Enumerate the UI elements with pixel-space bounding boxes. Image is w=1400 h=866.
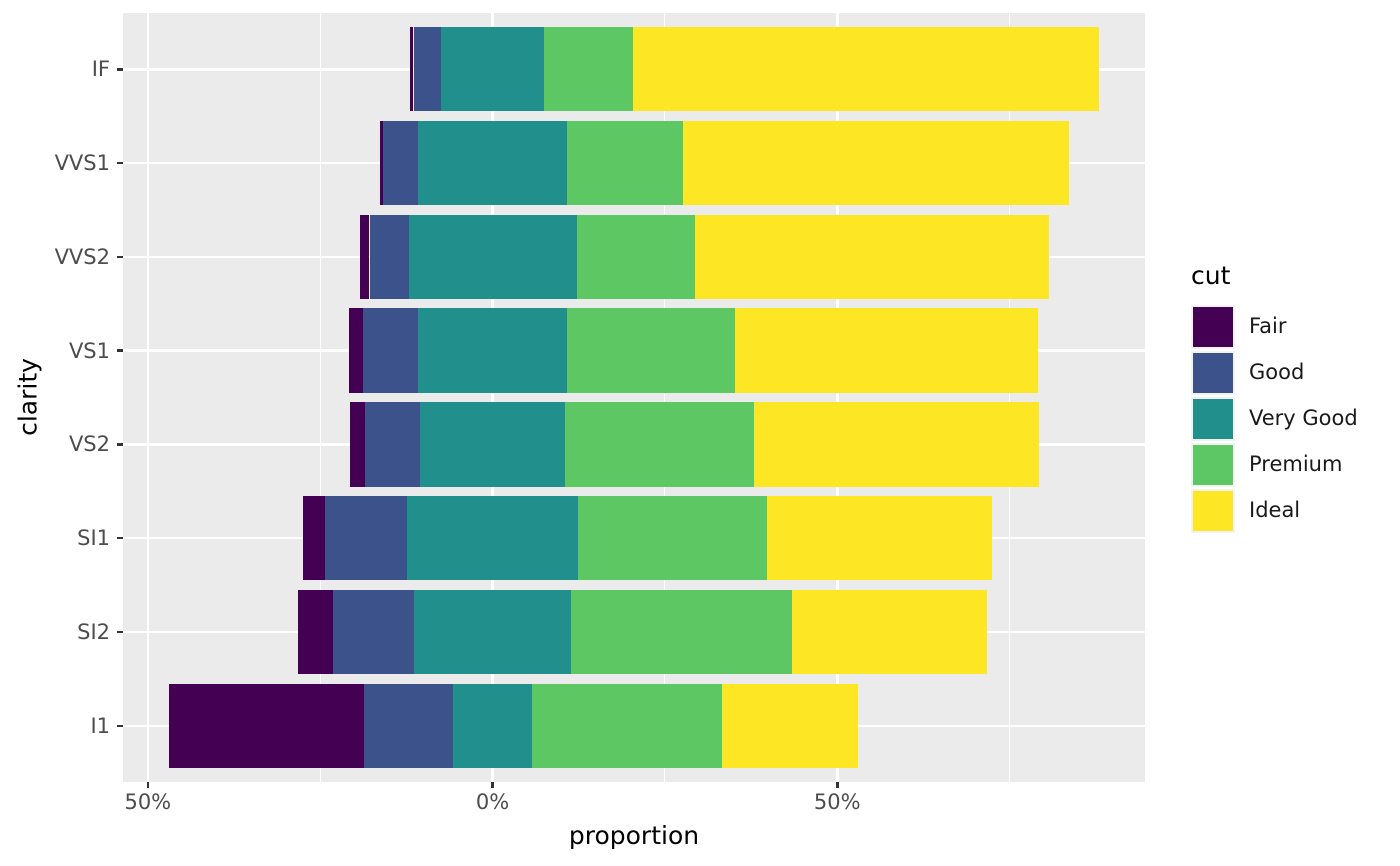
- bar-segment-VVS1-Premium: [566, 120, 684, 206]
- bar-segment-IF-Premium: [544, 27, 633, 112]
- legend-label: Fair: [1249, 314, 1287, 338]
- y-tick-label-SI1: SI1: [77, 526, 110, 551]
- legend-key: [1191, 443, 1235, 487]
- gridline-minor: [1008, 13, 1011, 782]
- legend-label: Good: [1249, 360, 1305, 384]
- x-tick-mark-50%: [836, 782, 839, 788]
- bar-segment-VS1-Very-Good: [417, 308, 568, 393]
- legend-item-Ideal: Ideal: [1191, 489, 1300, 533]
- bar-segment-SI2-Very-Good: [413, 589, 572, 675]
- legend-swatch-Very-Good: [1193, 399, 1233, 439]
- y-axis-title: clarity: [13, 358, 43, 436]
- legend-swatch-Good: [1193, 353, 1233, 393]
- x-tick-label-50%: 50%: [124, 790, 172, 814]
- bar-segment-SI2-Good: [332, 589, 414, 675]
- bar-segment-I1-Good: [364, 683, 454, 768]
- legend-swatch-Ideal: [1193, 491, 1233, 531]
- legend-item-Good: Good: [1191, 351, 1304, 395]
- legend-label: Premium: [1249, 452, 1343, 476]
- legend-item-Very-Good: Very Good: [1191, 397, 1358, 441]
- gridline-minor: [319, 13, 321, 782]
- legend-items: Fair Good Very Good Premium Ideal: [1191, 305, 1358, 533]
- legend-label: Very Good: [1249, 406, 1358, 430]
- bar-segment-IF-Good: [413, 27, 441, 112]
- gridline-major: [491, 13, 494, 782]
- y-tick-label-SI2: SI2: [77, 620, 110, 644]
- bar-segment-SI2-Premium: [571, 589, 793, 675]
- y-tick-mark-IF: [117, 68, 123, 71]
- bar-segment-SI2-Ideal: [792, 589, 988, 675]
- bar-segment-VVS2-Very-Good: [408, 214, 577, 299]
- y-tick-label-VVS1: VVS1: [54, 151, 110, 175]
- bar-segment-I1-Very-Good: [453, 683, 532, 768]
- bar-segment-VS1-Premium: [567, 308, 736, 393]
- bar-segment-SI1-Good: [324, 496, 407, 581]
- legend-item-Fair: Fair: [1191, 305, 1287, 349]
- x-tick-mark-50%: [146, 782, 150, 788]
- bar-segment-VS1-Ideal: [735, 308, 1038, 393]
- y-tick-label-I1: I1: [90, 713, 110, 738]
- gridline-minor: [664, 13, 666, 782]
- y-tick-mark-VVS1: [117, 161, 123, 165]
- legend-key: [1191, 305, 1235, 349]
- bar-segment-SI1-Very-Good: [407, 496, 578, 581]
- legend-swatch-Fair: [1193, 307, 1233, 347]
- bar-segment-VS1-Good: [363, 308, 418, 393]
- bar-segment-I1-Premium: [531, 683, 723, 768]
- x-tick-label-0%: 0%: [475, 790, 510, 814]
- bar-segment-SI1-Fair: [303, 496, 325, 581]
- y-tick-mark-VS2: [117, 443, 123, 446]
- legend-swatch-Premium: [1193, 445, 1233, 485]
- y-tick-label-VS2: VS2: [68, 432, 110, 457]
- legend: cut Fair Good Very Good Premium Ideal: [1191, 261, 1358, 535]
- bar-segment-VVS2-Good: [369, 214, 409, 299]
- bar-segment-VS2-Fair: [349, 402, 365, 487]
- bar-segment-VVS2-Ideal: [694, 214, 1050, 299]
- bar-segment-VVS1-Fair: [379, 120, 383, 206]
- y-tick-label-IF: IF: [91, 57, 110, 82]
- bar-segment-IF-Ideal: [632, 27, 1100, 112]
- y-tick-label-VVS2: VVS2: [54, 244, 110, 269]
- y-tick-mark-SI2: [117, 630, 123, 634]
- bar-segment-SI1-Premium: [578, 496, 767, 581]
- bar-segment-VVS2-Fair: [360, 214, 370, 299]
- bar-segment-VVS1-Ideal: [683, 120, 1070, 206]
- bar-segment-VVS2-Premium: [576, 214, 695, 299]
- bar-segment-SI1-Ideal: [766, 496, 993, 581]
- bar-segment-VVS1-Good: [383, 120, 419, 206]
- bar-segment-I1-Fair: [168, 683, 365, 768]
- bar-segment-I1-Ideal: [722, 683, 859, 768]
- bar-segment-IF-Very-Good: [440, 27, 545, 112]
- legend-title: cut: [1191, 261, 1231, 290]
- plot-panel: [123, 13, 1145, 782]
- x-axis-title: proportion: [568, 821, 700, 850]
- y-tick-label-VS1: VS1: [68, 338, 110, 363]
- bar-segment-VS1-Fair: [348, 308, 363, 393]
- y-tick-mark-SI1: [117, 536, 123, 540]
- y-tick-mark-VS1: [117, 349, 123, 352]
- x-tick-label-50%: 50%: [813, 790, 861, 814]
- y-tick-mark-VVS2: [117, 255, 123, 259]
- bar-segment-IF-Fair: [410, 27, 414, 112]
- legend-item-Premium: Premium: [1191, 443, 1342, 487]
- gridline-major: [146, 13, 150, 782]
- legend-label: Ideal: [1249, 498, 1301, 522]
- legend-key: [1191, 351, 1235, 395]
- y-tick-mark-I1: [117, 724, 123, 727]
- legend-key: [1191, 489, 1235, 533]
- bar-segment-VS2-Ideal: [754, 402, 1040, 487]
- bar-segment-VS2-Good: [364, 402, 420, 487]
- x-tick-mark-0%: [491, 782, 494, 788]
- bar-segment-VVS1-Very-Good: [418, 120, 567, 206]
- gridline-major: [836, 13, 839, 782]
- legend-key: [1191, 397, 1235, 441]
- bar-segment-SI2-Fair: [297, 589, 333, 675]
- bar-segment-VS2-Premium: [565, 402, 755, 487]
- bar-segment-VS2-Very-Good: [419, 402, 566, 487]
